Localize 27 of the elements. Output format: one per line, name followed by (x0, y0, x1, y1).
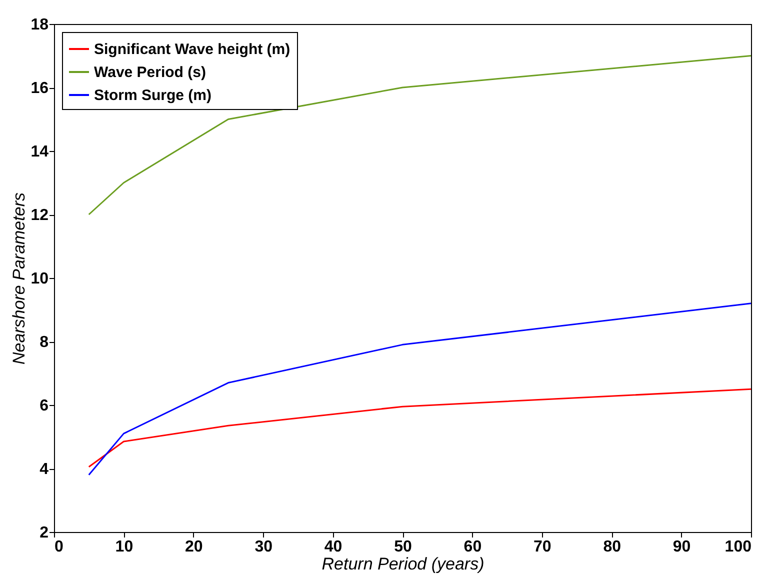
x-tick-label: 10 (115, 538, 134, 556)
x-tick-label: 20 (185, 538, 203, 556)
x-tick-label: 80 (603, 538, 622, 556)
x-tick-label: 90 (672, 538, 691, 556)
y-axis-title: Nearshore Parameters (10, 192, 29, 364)
legend-label: Storm Surge (m) (94, 87, 212, 104)
x-tick-label: 100 (724, 538, 752, 556)
legend-label: Wave Period (s) (94, 64, 206, 81)
y-tick-label: 16 (30, 80, 49, 97)
y-tick-label: 18 (30, 16, 49, 34)
y-tick-label: 6 (40, 398, 49, 414)
legend-label: Significant Wave height (m) (94, 41, 290, 58)
x-tick-label: 40 (324, 538, 342, 556)
x-tick-label: 50 (394, 538, 412, 556)
y-tick-label: 2 (40, 524, 49, 542)
line-series (88, 302, 752, 476)
line-series (88, 388, 752, 468)
y-tick-label: 4 (40, 461, 49, 478)
x-axis-title: Return Period (years) (322, 554, 484, 574)
x-tick-label: 0 (54, 538, 64, 556)
y-tick-label: 8 (40, 334, 49, 351)
y-tick-label: 10 (30, 270, 49, 288)
x-tick-label: 30 (254, 538, 273, 556)
x-tick-label: 60 (464, 538, 482, 556)
y-tick-label: 12 (30, 207, 49, 224)
x-tick-label: 70 (534, 538, 552, 556)
y-tick-label: 14 (30, 144, 49, 160)
